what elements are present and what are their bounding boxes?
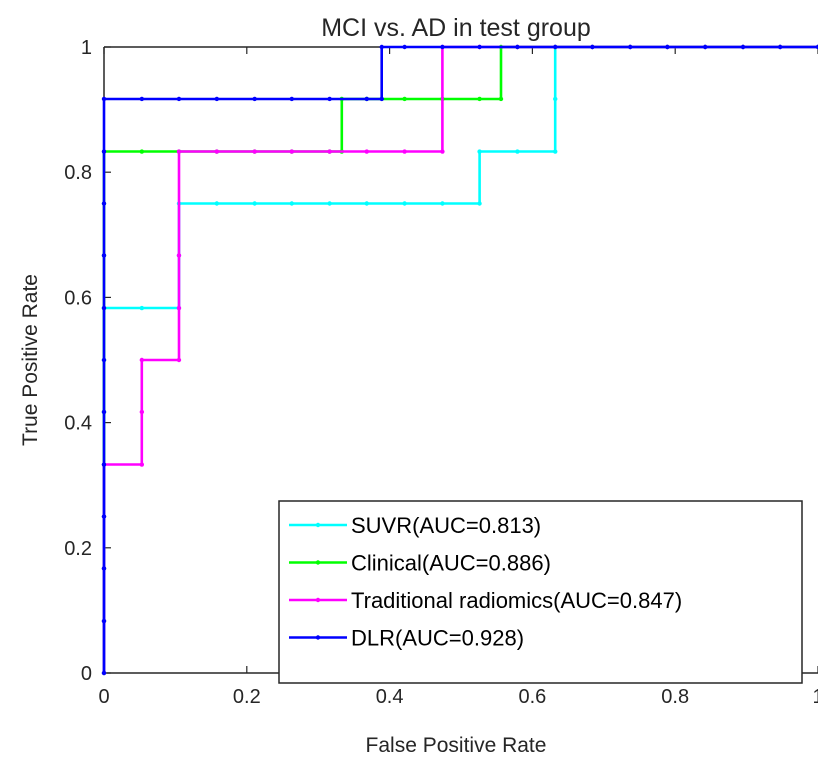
data-point <box>252 96 257 102</box>
data-point <box>440 149 445 154</box>
data-point <box>477 44 482 50</box>
legend-marker <box>315 522 321 528</box>
legend-label: SUVR(AUC=0.813) <box>351 513 541 538</box>
data-point <box>101 618 107 624</box>
data-point <box>515 44 520 50</box>
data-point <box>252 201 257 206</box>
data-point <box>214 96 220 102</box>
data-point <box>289 149 294 154</box>
data-point <box>553 96 558 102</box>
data-point <box>139 462 145 467</box>
data-point <box>139 149 145 154</box>
y-tick-label: 0.2 <box>64 538 92 560</box>
data-point <box>289 96 294 102</box>
data-point <box>101 201 107 206</box>
y-tick-label: 1 <box>81 37 92 59</box>
data-point <box>101 305 107 311</box>
data-point <box>101 357 107 363</box>
legend-label: Traditional radiomics(AUC=0.847) <box>351 588 682 613</box>
data-point <box>665 44 670 50</box>
data-point <box>477 96 482 102</box>
data-point <box>498 96 504 102</box>
data-point <box>590 44 595 50</box>
data-point <box>139 409 145 415</box>
data-point <box>214 149 220 154</box>
data-point <box>101 409 107 415</box>
legend-label: DLR(AUC=0.928) <box>351 626 524 651</box>
y-tick-label: 0.6 <box>64 287 92 309</box>
data-point <box>101 96 107 102</box>
data-point <box>402 201 407 206</box>
data-point <box>379 96 384 102</box>
data-point <box>553 44 558 50</box>
series-3 <box>101 44 818 676</box>
x-tick-label: 0.2 <box>233 686 261 708</box>
data-point <box>176 253 182 258</box>
x-tick-label: 0 <box>98 686 109 708</box>
data-point <box>777 44 783 50</box>
data-point <box>364 96 369 102</box>
legend-label: Clinical(AUC=0.886) <box>351 551 551 576</box>
data-point <box>702 44 708 50</box>
data-point <box>139 357 145 363</box>
x-tick-label: 1 <box>812 686 818 708</box>
data-point <box>176 357 182 363</box>
x-axis-label: False Positive Rate <box>366 734 547 757</box>
data-point <box>815 44 818 50</box>
data-point <box>379 44 384 50</box>
data-point <box>327 149 332 154</box>
data-point <box>740 44 746 50</box>
data-point <box>101 514 107 519</box>
data-point <box>402 44 407 50</box>
data-point <box>327 96 332 102</box>
legend-marker <box>315 635 321 640</box>
data-point <box>176 305 182 311</box>
data-point <box>364 201 369 206</box>
data-point <box>402 96 407 102</box>
data-point <box>214 201 220 206</box>
y-tick-label: 0.8 <box>64 162 92 184</box>
x-tick-label: 0.8 <box>661 686 689 708</box>
legend-marker <box>315 560 321 565</box>
series-layer <box>101 44 818 676</box>
x-tick-label: 0.6 <box>518 686 546 708</box>
data-point <box>327 201 332 206</box>
data-point <box>515 149 520 154</box>
legend-marker <box>315 597 321 603</box>
data-point <box>440 44 445 50</box>
y-tick-label: 0.4 <box>64 413 92 435</box>
legend: SUVR(AUC=0.813) Clinical(AUC=0.886) Tradit… <box>278 500 803 684</box>
chart-title: MCI vs. AD in test group <box>321 14 591 42</box>
data-point <box>553 149 558 154</box>
data-point <box>139 96 145 102</box>
x-tick-label: 0.4 <box>376 686 404 708</box>
data-point <box>289 201 294 206</box>
data-point <box>101 566 107 571</box>
data-point <box>477 201 482 206</box>
data-point <box>176 149 182 154</box>
data-point <box>440 201 445 206</box>
data-point <box>477 149 482 154</box>
data-point <box>101 462 107 467</box>
data-point <box>364 149 369 154</box>
data-point <box>402 149 407 154</box>
y-tick-label: 0 <box>81 663 92 685</box>
data-point <box>101 149 107 154</box>
data-point <box>628 44 633 50</box>
data-point <box>139 305 145 311</box>
data-point <box>176 96 182 102</box>
data-point <box>101 253 107 258</box>
legend-box <box>278 500 803 684</box>
y-axis-label: True Positive Rate <box>19 274 42 446</box>
data-point <box>101 670 107 676</box>
data-point <box>252 149 257 154</box>
